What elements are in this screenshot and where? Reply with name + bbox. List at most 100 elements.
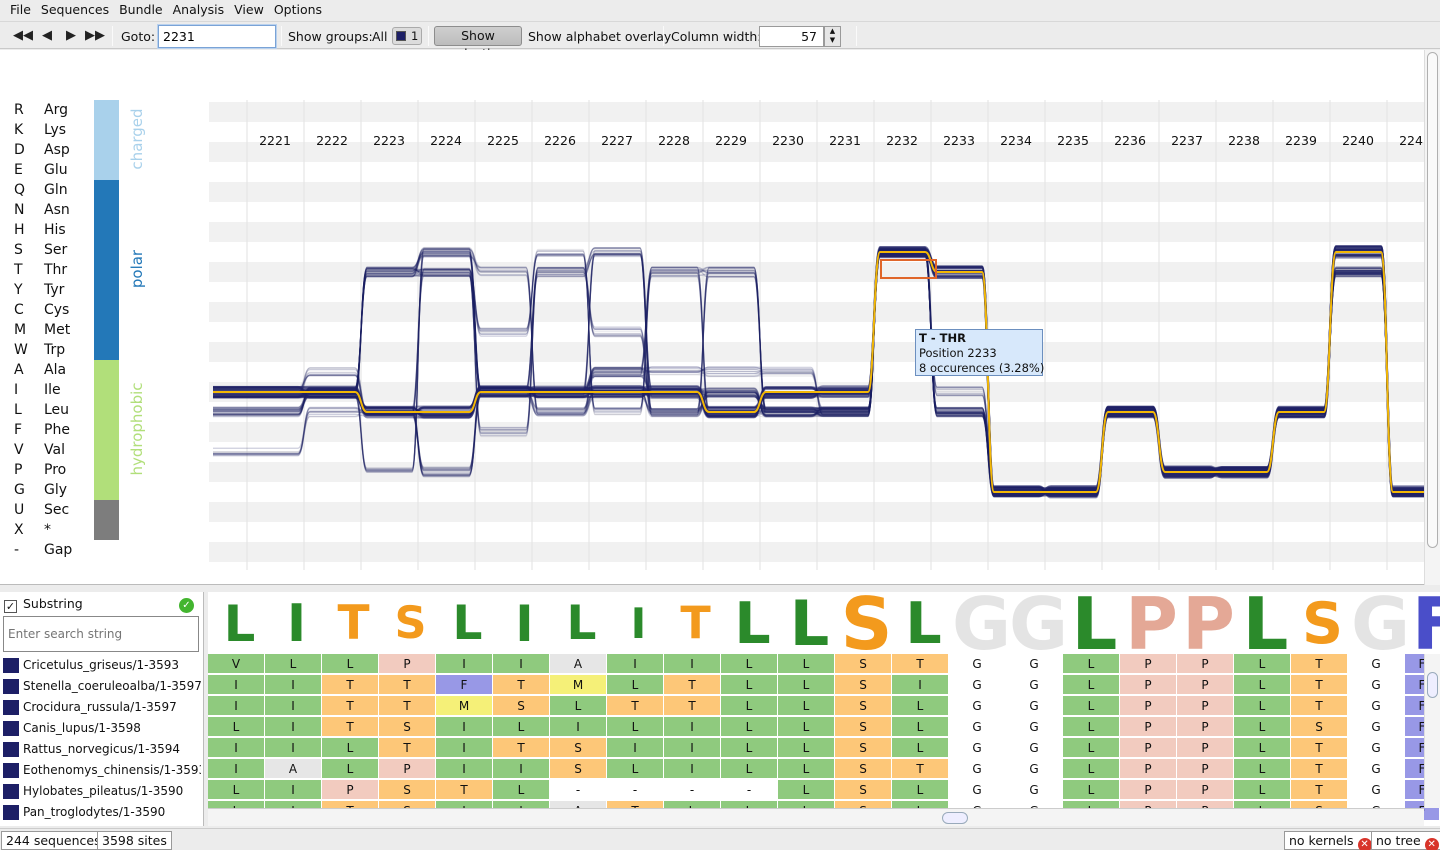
residue-cell[interactable]: L [892, 696, 949, 716]
residue-cell[interactable]: L [778, 759, 835, 779]
alignment-vertical-scrollbar[interactable] [1424, 654, 1440, 808]
residue-cell[interactable]: L [778, 654, 835, 674]
residue-cell[interactable]: T [322, 717, 379, 737]
residue-cell[interactable]: T [1291, 738, 1348, 758]
residue-cell[interactable]: S [835, 696, 892, 716]
residue-cell[interactable]: L [1063, 696, 1120, 716]
sequence-name-row[interactable]: Stenella_coeruleoalba/1-3597 [3, 676, 201, 696]
residue-cell[interactable]: T [379, 675, 436, 695]
residue-cell[interactable]: G [1006, 675, 1063, 695]
residue-cell[interactable]: S [379, 780, 436, 800]
alignment-horizontal-scrollbar[interactable] [208, 808, 1424, 826]
residue-cell[interactable]: - [607, 780, 664, 800]
residue-cell[interactable]: L [1063, 675, 1120, 695]
residue-cell[interactable]: L [208, 717, 265, 737]
residue-cell[interactable]: L [721, 696, 778, 716]
residue-cell[interactable]: - [550, 780, 607, 800]
residue-cell[interactable]: L [1063, 780, 1120, 800]
residue-cell[interactable]: G [949, 759, 1006, 779]
residue-cell[interactable]: L [892, 738, 949, 758]
residue-cell[interactable]: L [892, 780, 949, 800]
residue-cell[interactable]: I [892, 675, 949, 695]
residue-cell[interactable]: G [949, 675, 1006, 695]
column-width-spinner[interactable]: ▲ ▼ [824, 26, 841, 47]
menu-options[interactable]: Options [273, 2, 323, 17]
residue-cell[interactable]: I [607, 654, 664, 674]
residue-cell[interactable]: L [1063, 759, 1120, 779]
residue-cell[interactable]: S [493, 696, 550, 716]
sequence-name-row[interactable]: Pan_troglodytes/1-3590 [3, 802, 201, 822]
sequence-name-row[interactable]: Crocidura_russula/1-3597 [3, 697, 201, 717]
residue-cell[interactable]: T [1291, 675, 1348, 695]
step-back-icon[interactable]: ◀ [42, 28, 52, 43]
residue-cell[interactable]: L [493, 717, 550, 737]
tree-status[interactable]: no tree ✕ [1371, 831, 1440, 850]
residue-cell[interactable]: S [835, 654, 892, 674]
residue-cell[interactable]: S [379, 717, 436, 737]
residue-cell[interactable]: P [1120, 696, 1177, 716]
sequence-name-row[interactable]: Eothenomys_chinensis/1-3593 [3, 760, 201, 780]
checkbox-icon[interactable]: ✓ [4, 600, 17, 613]
residue-cell[interactable]: G [949, 738, 1006, 758]
skip-last-icon[interactable]: ▶▶ [85, 28, 105, 43]
residue-cell[interactable]: G [1006, 717, 1063, 737]
residue-cell[interactable]: L [721, 759, 778, 779]
residue-cell[interactable]: G [1006, 654, 1063, 674]
residue-cell[interactable]: P [1177, 738, 1234, 758]
residue-cell[interactable]: I [208, 696, 265, 716]
residue-cell[interactable]: I [436, 759, 493, 779]
sequence-name-row[interactable]: Rattus_norvegicus/1-3594 [3, 739, 201, 759]
residue-cell[interactable]: P [1177, 654, 1234, 674]
menu-analysis[interactable]: Analysis [172, 2, 225, 17]
residue-cell[interactable]: L [1234, 759, 1291, 779]
residue-cell[interactable]: T [892, 654, 949, 674]
residue-cell[interactable]: L [1234, 717, 1291, 737]
residue-cell[interactable]: T [322, 675, 379, 695]
residue-cell[interactable]: L [721, 738, 778, 758]
residue-cell[interactable]: L [1063, 717, 1120, 737]
menu-view[interactable]: View [234, 2, 264, 17]
residue-cell[interactable]: L [1234, 654, 1291, 674]
residue-cell[interactable]: I [436, 738, 493, 758]
column-width-input[interactable]: 57 [759, 26, 824, 47]
residue-cell[interactable]: I [265, 675, 322, 695]
selected-sequence-trace[interactable] [213, 251, 1424, 493]
residue-cell[interactable]: G [1006, 738, 1063, 758]
residue-cell[interactable]: L [1234, 675, 1291, 695]
residue-cell[interactable]: G [1348, 654, 1405, 674]
residue-cell[interactable]: P [1177, 675, 1234, 695]
residue-cell[interactable]: P [1120, 654, 1177, 674]
residue-cell[interactable]: P [1120, 675, 1177, 695]
residue-cell[interactable]: S [835, 675, 892, 695]
residue-cell[interactable]: V [208, 654, 265, 674]
residue-cell[interactable]: S [835, 738, 892, 758]
residue-cell[interactable]: G [1006, 780, 1063, 800]
residue-cell[interactable]: I [436, 717, 493, 737]
residue-cell[interactable]: I [436, 654, 493, 674]
menu-bundle[interactable]: Bundle [119, 2, 163, 17]
residue-cell[interactable]: L [607, 759, 664, 779]
residue-cell[interactable]: L [1234, 696, 1291, 716]
residue-cell[interactable]: G [1348, 696, 1405, 716]
residue-cell[interactable]: - [664, 780, 721, 800]
residue-cell[interactable]: L [1234, 780, 1291, 800]
goto-input[interactable] [158, 25, 276, 48]
residue-cell[interactable]: T [379, 696, 436, 716]
residue-cell[interactable]: P [1120, 759, 1177, 779]
residue-cell[interactable]: P [1177, 717, 1234, 737]
close-icon[interactable]: ✕ [1357, 838, 1372, 850]
residue-cell[interactable]: T [436, 780, 493, 800]
sequence-name-row[interactable]: Hylobates_pileatus/1-3590 [3, 781, 201, 801]
residue-cell[interactable]: I [664, 717, 721, 737]
step-forward-icon[interactable]: ▶ [66, 28, 76, 43]
residue-cell[interactable]: L [322, 654, 379, 674]
residue-cell[interactable]: L [550, 696, 607, 716]
residue-cell[interactable]: P [322, 780, 379, 800]
scroll-thumb[interactable] [1427, 672, 1438, 698]
parallel-coordinates-plot[interactable]: 2221 2222 2223 2224 2225 2226 2227 2228 2229 2230… [209, 100, 1424, 570]
residue-cell[interactable]: I [493, 654, 550, 674]
residue-cell[interactable]: T [1291, 759, 1348, 779]
residue-cell[interactable]: S [835, 759, 892, 779]
residue-cell[interactable]: M [550, 675, 607, 695]
residue-cell[interactable]: T [892, 759, 949, 779]
